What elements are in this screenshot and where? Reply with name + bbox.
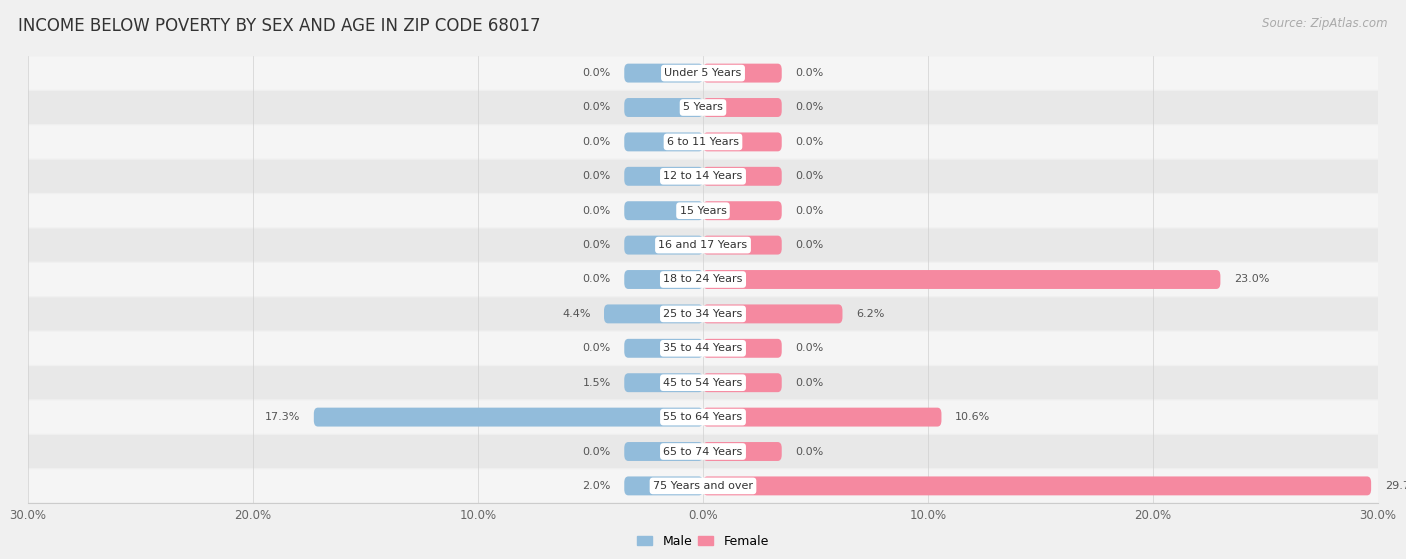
FancyBboxPatch shape — [17, 229, 1389, 262]
Text: 18 to 24 Years: 18 to 24 Years — [664, 274, 742, 285]
FancyBboxPatch shape — [703, 373, 782, 392]
Text: 5 Years: 5 Years — [683, 102, 723, 112]
Text: 0.0%: 0.0% — [582, 206, 610, 216]
FancyBboxPatch shape — [17, 401, 1389, 434]
Text: 45 to 54 Years: 45 to 54 Years — [664, 378, 742, 388]
Text: 0.0%: 0.0% — [582, 68, 610, 78]
Text: 35 to 44 Years: 35 to 44 Years — [664, 343, 742, 353]
Text: 0.0%: 0.0% — [796, 447, 824, 457]
Text: 12 to 14 Years: 12 to 14 Years — [664, 171, 742, 181]
FancyBboxPatch shape — [703, 132, 782, 151]
FancyBboxPatch shape — [624, 476, 703, 495]
Text: 0.0%: 0.0% — [582, 137, 610, 147]
Text: 65 to 74 Years: 65 to 74 Years — [664, 447, 742, 457]
Text: 0.0%: 0.0% — [796, 378, 824, 388]
Text: 6 to 11 Years: 6 to 11 Years — [666, 137, 740, 147]
Text: 0.0%: 0.0% — [582, 343, 610, 353]
FancyBboxPatch shape — [314, 408, 703, 427]
Text: 16 and 17 Years: 16 and 17 Years — [658, 240, 748, 250]
FancyBboxPatch shape — [703, 167, 782, 186]
Text: INCOME BELOW POVERTY BY SEX AND AGE IN ZIP CODE 68017: INCOME BELOW POVERTY BY SEX AND AGE IN Z… — [18, 17, 541, 35]
Text: 2.0%: 2.0% — [582, 481, 610, 491]
Text: 0.0%: 0.0% — [796, 206, 824, 216]
Text: 0.0%: 0.0% — [796, 102, 824, 112]
FancyBboxPatch shape — [624, 270, 703, 289]
Text: 0.0%: 0.0% — [582, 102, 610, 112]
Text: 75 Years and over: 75 Years and over — [652, 481, 754, 491]
Text: 4.4%: 4.4% — [562, 309, 591, 319]
FancyBboxPatch shape — [17, 366, 1389, 399]
FancyBboxPatch shape — [703, 305, 842, 323]
FancyBboxPatch shape — [624, 167, 703, 186]
FancyBboxPatch shape — [17, 56, 1389, 89]
Text: 6.2%: 6.2% — [856, 309, 884, 319]
Text: 0.0%: 0.0% — [796, 171, 824, 181]
Text: 0.0%: 0.0% — [582, 447, 610, 457]
FancyBboxPatch shape — [624, 64, 703, 83]
Text: 10.6%: 10.6% — [955, 412, 990, 422]
Text: 55 to 64 Years: 55 to 64 Years — [664, 412, 742, 422]
FancyBboxPatch shape — [703, 270, 1220, 289]
Text: 0.0%: 0.0% — [796, 240, 824, 250]
Text: 1.5%: 1.5% — [582, 378, 610, 388]
FancyBboxPatch shape — [17, 125, 1389, 158]
Text: 0.0%: 0.0% — [582, 171, 610, 181]
Text: 0.0%: 0.0% — [796, 137, 824, 147]
FancyBboxPatch shape — [703, 201, 782, 220]
Text: 23.0%: 23.0% — [1234, 274, 1270, 285]
FancyBboxPatch shape — [703, 408, 942, 427]
FancyBboxPatch shape — [17, 435, 1389, 468]
FancyBboxPatch shape — [703, 442, 782, 461]
FancyBboxPatch shape — [17, 332, 1389, 365]
Text: 29.7%: 29.7% — [1385, 481, 1406, 491]
FancyBboxPatch shape — [17, 297, 1389, 330]
FancyBboxPatch shape — [703, 64, 782, 83]
FancyBboxPatch shape — [624, 132, 703, 151]
Text: 0.0%: 0.0% — [796, 343, 824, 353]
FancyBboxPatch shape — [624, 236, 703, 254]
FancyBboxPatch shape — [17, 194, 1389, 227]
Text: Under 5 Years: Under 5 Years — [665, 68, 741, 78]
FancyBboxPatch shape — [17, 160, 1389, 193]
FancyBboxPatch shape — [17, 470, 1389, 503]
Text: 15 Years: 15 Years — [679, 206, 727, 216]
FancyBboxPatch shape — [703, 236, 782, 254]
FancyBboxPatch shape — [703, 476, 1371, 495]
Text: 0.0%: 0.0% — [582, 240, 610, 250]
FancyBboxPatch shape — [17, 91, 1389, 124]
Text: Source: ZipAtlas.com: Source: ZipAtlas.com — [1263, 17, 1388, 30]
Text: 17.3%: 17.3% — [264, 412, 301, 422]
FancyBboxPatch shape — [624, 339, 703, 358]
Legend: Male, Female: Male, Female — [636, 533, 770, 551]
FancyBboxPatch shape — [703, 339, 782, 358]
FancyBboxPatch shape — [624, 98, 703, 117]
FancyBboxPatch shape — [624, 442, 703, 461]
Text: 0.0%: 0.0% — [796, 68, 824, 78]
FancyBboxPatch shape — [624, 373, 703, 392]
FancyBboxPatch shape — [703, 98, 782, 117]
FancyBboxPatch shape — [17, 263, 1389, 296]
Text: 25 to 34 Years: 25 to 34 Years — [664, 309, 742, 319]
Text: 0.0%: 0.0% — [582, 274, 610, 285]
FancyBboxPatch shape — [605, 305, 703, 323]
FancyBboxPatch shape — [624, 201, 703, 220]
